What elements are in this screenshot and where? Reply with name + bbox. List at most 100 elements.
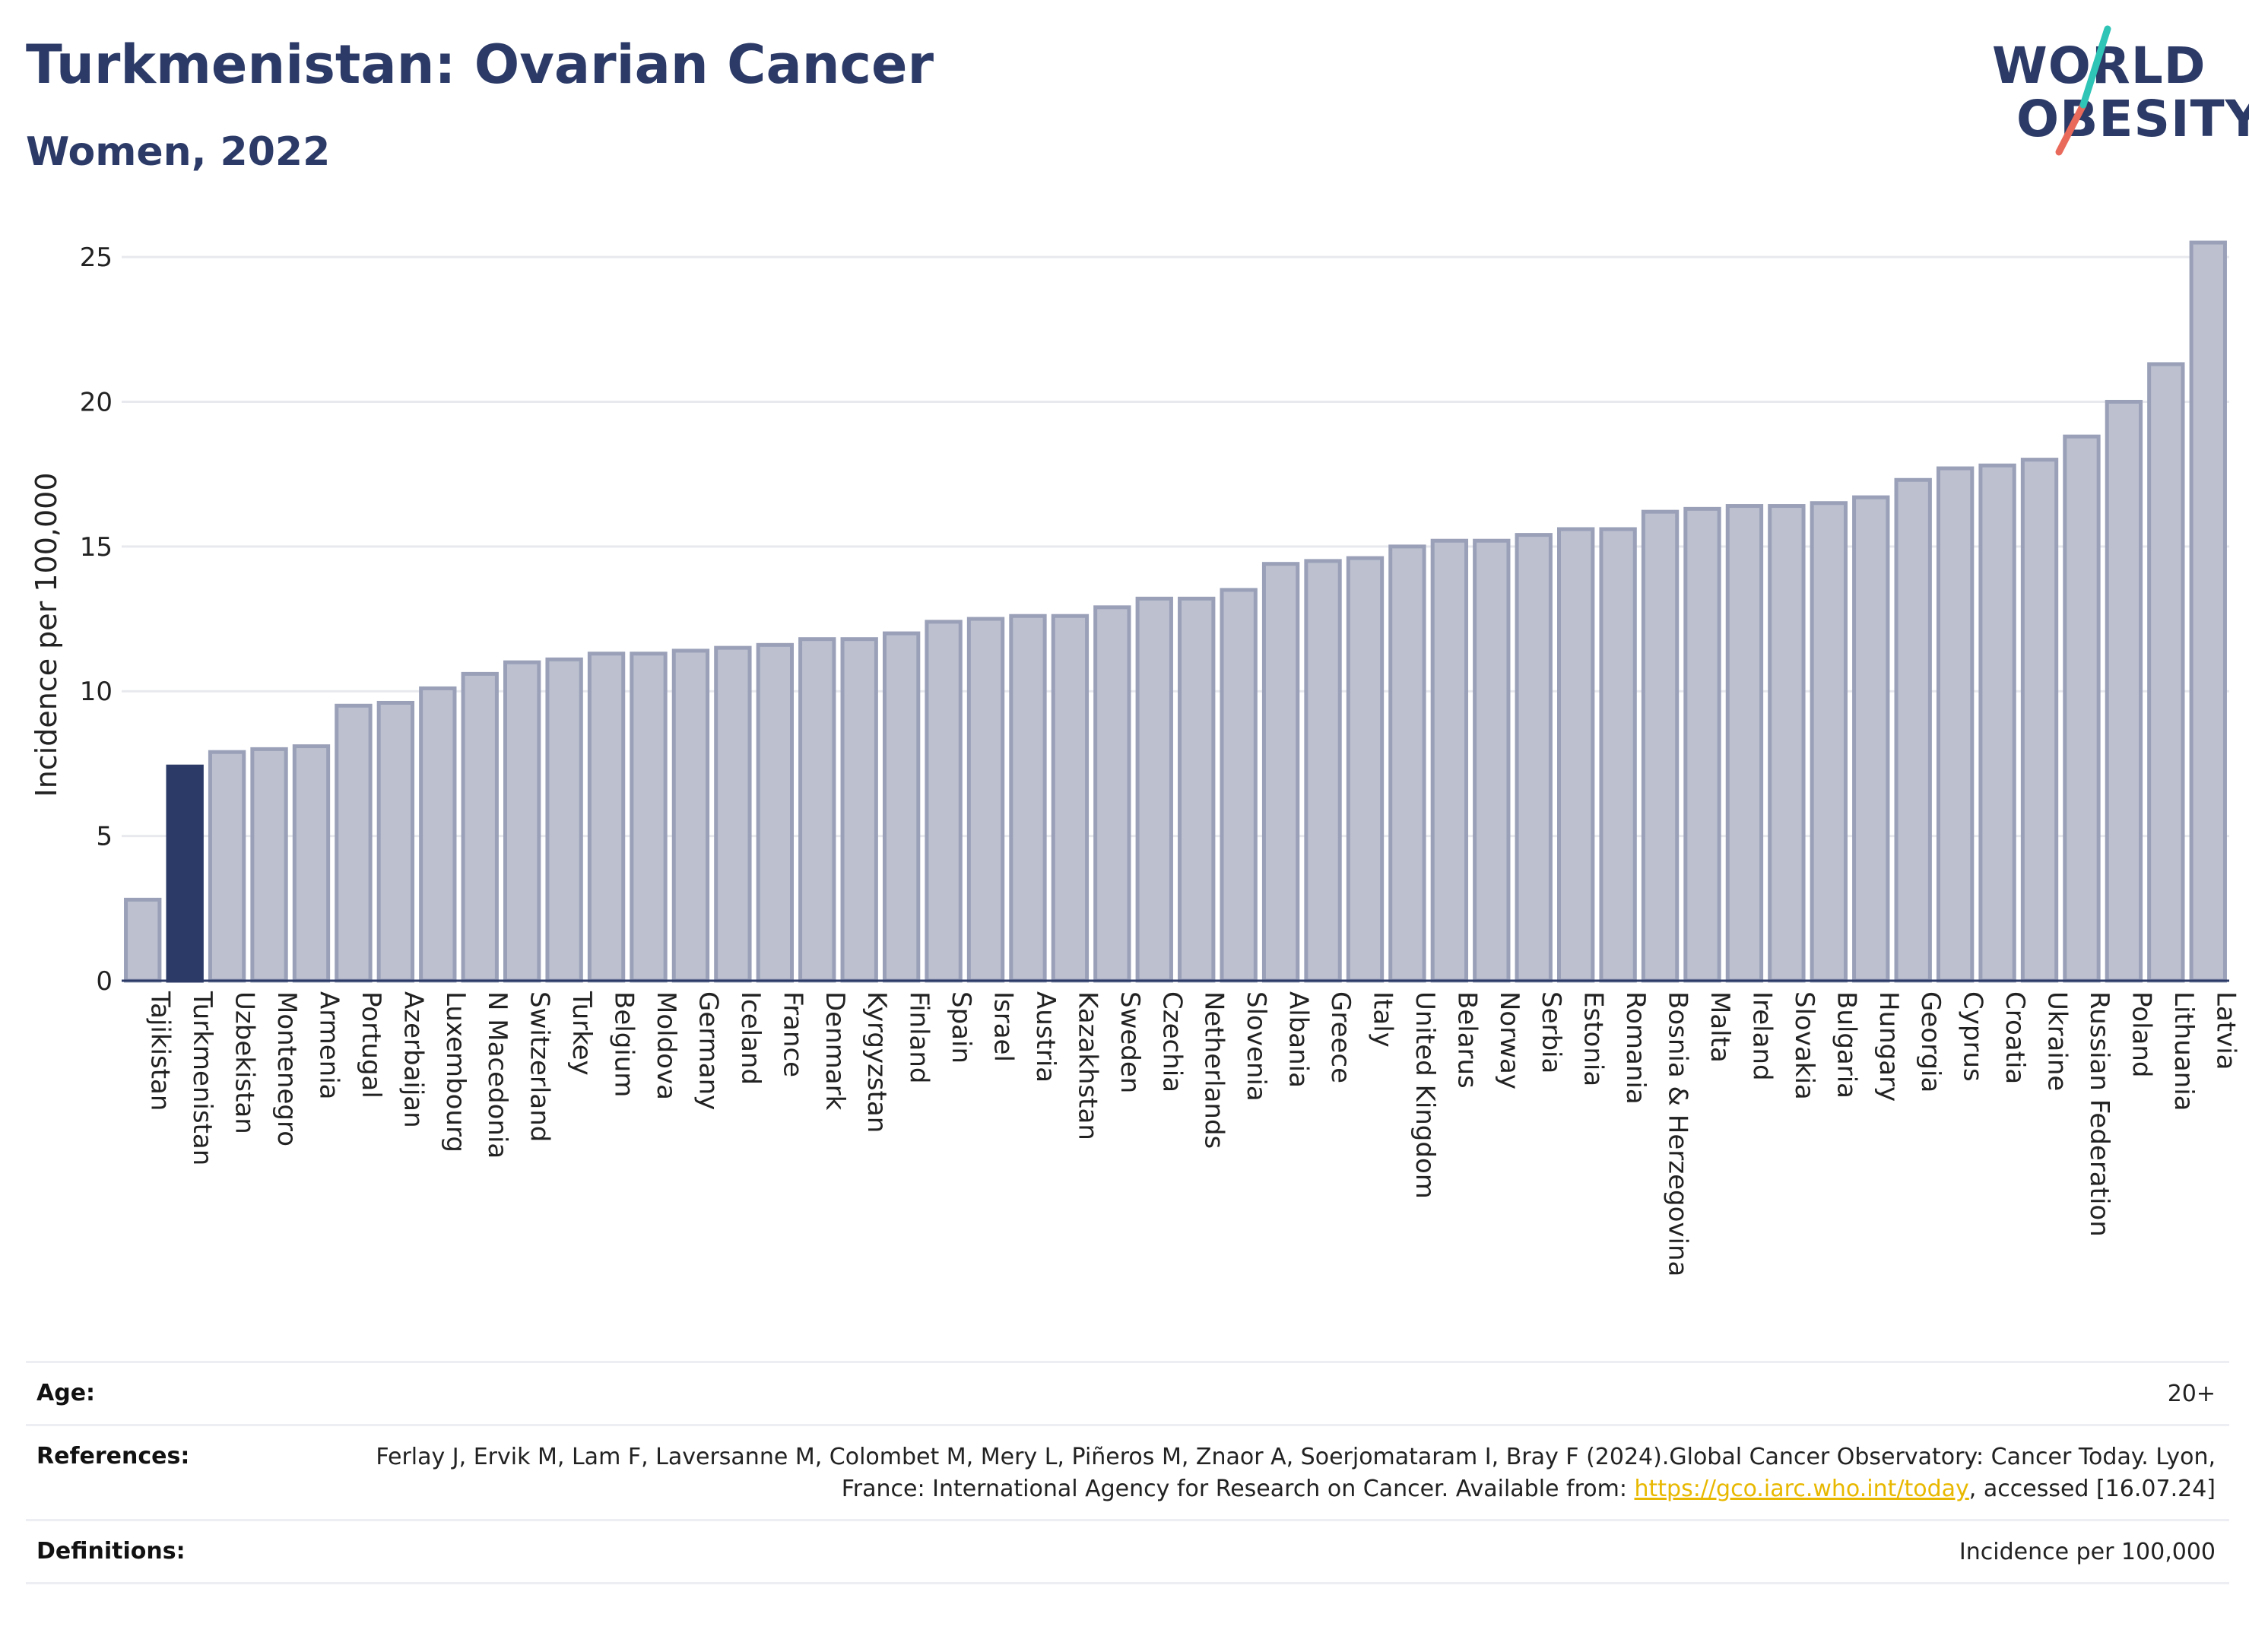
- y-tick-label: 0: [96, 966, 113, 997]
- bar: [419, 686, 457, 983]
- page-subtitle: Women, 2022: [26, 129, 331, 175]
- bar: [2189, 240, 2227, 983]
- x-tick-label: Estonia: [1578, 991, 1609, 1086]
- bar: [1261, 562, 1300, 983]
- bar: [1515, 533, 1553, 983]
- x-tick-label: Ukraine: [2042, 991, 2073, 1091]
- bar: [292, 744, 331, 983]
- bar: [1599, 527, 1637, 983]
- x-tick-label: Bosnia & Herzegovina: [1663, 991, 1693, 1276]
- bar: [1093, 605, 1131, 983]
- bar: [587, 652, 626, 983]
- x-tick-label: France: [777, 991, 807, 1077]
- references-link[interactable]: https://gco.iarc.who.int/today: [1634, 1476, 1969, 1502]
- bar: [461, 671, 499, 983]
- bar: [671, 648, 710, 983]
- references-label: References:: [36, 1443, 190, 1470]
- x-tick-label: Ireland: [1746, 991, 1777, 1081]
- bar: [124, 897, 162, 983]
- info-row-age: Age: 20+: [26, 1361, 2229, 1424]
- bar: [1557, 527, 1595, 983]
- bar: [1852, 495, 1890, 983]
- y-tick-label: 10: [80, 677, 113, 707]
- y-tick-label: 5: [96, 822, 113, 852]
- y-tick-label: 15: [80, 532, 113, 563]
- bar: [2147, 362, 2185, 983]
- x-tick-label: Netherlands: [1199, 991, 1229, 1149]
- x-tick-label: Moldova: [651, 991, 681, 1100]
- x-tick-label: Kazakhstan: [1072, 991, 1102, 1140]
- bar-highlight: [166, 764, 204, 983]
- x-tick-label: Azerbaijan: [398, 991, 428, 1128]
- logo-slash-icon: [2055, 25, 2111, 156]
- logo-line-2: OBESITY: [2016, 90, 2249, 148]
- x-tick-label: Serbia: [1536, 991, 1566, 1073]
- x-tick-label: N Macedonia: [482, 991, 512, 1159]
- x-tick-label: Albania: [1283, 991, 1314, 1088]
- references-text: Ferlay J, Ervik M, Lam F, Laversanne M, …: [376, 1444, 2216, 1502]
- references-value: Ferlay J, Ervik M, Lam F, Laversanne M, …: [26, 1426, 2229, 1519]
- x-tick-label: Iceland: [735, 991, 766, 1085]
- bar: [250, 747, 288, 983]
- x-tick-label: Latvia: [2210, 991, 2241, 1070]
- bar: [798, 637, 836, 983]
- bar: [1683, 506, 1721, 983]
- bar: [1641, 509, 1680, 983]
- bar-chart: 0 5 10 15 20 25 Incidence per 100,000 Tajikista…: [30, 240, 2241, 1276]
- bar: [1936, 466, 1975, 983]
- x-tick-label: Tajikistan: [145, 991, 176, 1111]
- bar: [882, 631, 921, 983]
- bar: [335, 703, 373, 983]
- bar: [630, 652, 668, 983]
- bar: [1894, 477, 1932, 983]
- x-tick-label: Finland: [904, 991, 934, 1084]
- age-label: Age:: [36, 1380, 96, 1406]
- x-tick-label: Slovakia: [1789, 991, 1819, 1100]
- x-tick-label: Czechia: [1156, 991, 1187, 1092]
- x-tick-label: Belgium: [609, 991, 639, 1097]
- info-row-definitions: Definitions: Incidence per 100,000: [26, 1519, 2229, 1584]
- bar: [925, 620, 963, 983]
- x-tick-label: Russian Federation: [2084, 991, 2114, 1237]
- definitions-value: Incidence per 100,000: [1959, 1539, 2216, 1565]
- x-tick-label: Luxembourg: [440, 991, 471, 1153]
- bar: [208, 750, 246, 983]
- bar: [2105, 399, 2143, 983]
- x-tick-label: Germany: [693, 991, 723, 1110]
- age-value: 20+: [2167, 1381, 2216, 1407]
- x-tick-label: Cyprus: [1958, 991, 1988, 1082]
- x-tick-label: Spain: [946, 991, 976, 1064]
- x-tick-label: Lithuania: [2168, 991, 2199, 1111]
- page-title: Turkmenistan: Ovarian Cancer: [26, 33, 934, 96]
- definitions-label: Definitions:: [36, 1538, 186, 1565]
- info-row-references: References: Ferlay J, Ervik M, Lam F, La…: [26, 1424, 2229, 1519]
- x-tick-label: Portugal: [356, 991, 386, 1099]
- bar: [1473, 538, 1511, 983]
- bar: [1178, 596, 1216, 983]
- x-tick-label: Turkmenistan: [187, 991, 217, 1165]
- references-accessed: , accessed [16.07.24]: [1968, 1476, 2216, 1502]
- x-tick-label: Georgia: [1915, 991, 1946, 1092]
- bar: [1220, 588, 1258, 983]
- bar: [1304, 559, 1342, 983]
- bar: [503, 660, 541, 983]
- bar: [1768, 504, 1806, 983]
- x-tick-label: Slovenia: [1241, 991, 1271, 1102]
- x-tick-label: Croatia: [2000, 991, 2030, 1084]
- x-tick-label: Norway: [1494, 991, 1524, 1089]
- x-tick-label: Israel: [988, 991, 1019, 1062]
- bar: [1430, 538, 1469, 983]
- x-tick-label: Uzbekistan: [230, 991, 260, 1134]
- x-tick-label: Hungary: [1873, 991, 1904, 1102]
- x-tick-label: Montenegro: [271, 991, 302, 1146]
- x-tick-label: Denmark: [820, 991, 850, 1111]
- x-tick-label: Italy: [1367, 991, 1397, 1048]
- bar: [966, 617, 1005, 983]
- x-tick-label: Armenia: [313, 991, 344, 1100]
- bar: [840, 637, 878, 983]
- x-tick-label: Turkey: [566, 991, 597, 1076]
- x-tick-label: Romania: [1620, 991, 1651, 1105]
- y-tick-label: 25: [80, 243, 113, 273]
- bar: [1009, 614, 1047, 983]
- world-obesity-logo: WORLD OBESITY: [1977, 23, 2249, 167]
